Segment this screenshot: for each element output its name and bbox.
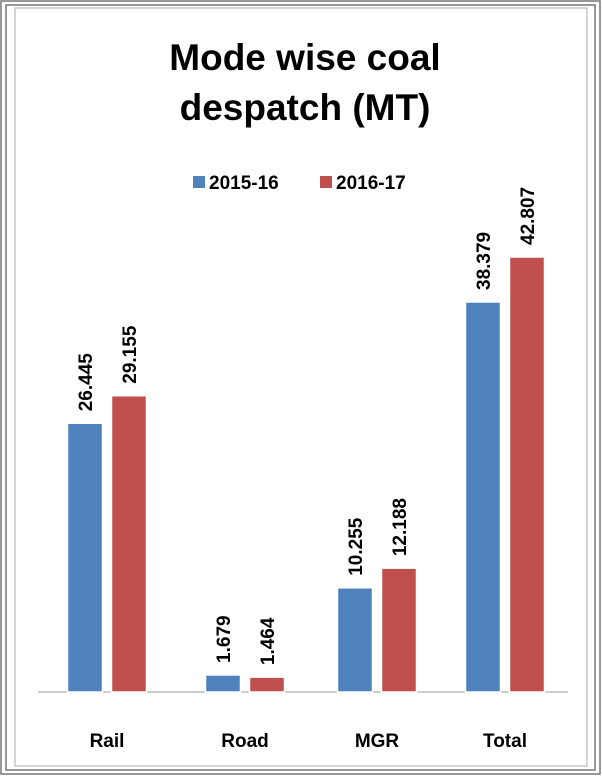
data-label: 1.464 bbox=[258, 617, 279, 665]
legend-swatch bbox=[193, 176, 205, 188]
data-label: 42.807 bbox=[518, 187, 539, 245]
data-label: 12.188 bbox=[390, 498, 411, 556]
legend-swatch bbox=[320, 176, 332, 188]
data-label: 1.679 bbox=[214, 615, 235, 663]
frame-inner bbox=[5, 4, 596, 771]
bar bbox=[248, 676, 286, 693]
data-label: 26.445 bbox=[76, 353, 97, 412]
x-tick-label: Total bbox=[483, 731, 527, 752]
data-label: 10.255 bbox=[346, 517, 367, 576]
data-label: 29.155 bbox=[120, 325, 141, 384]
bar bbox=[110, 394, 148, 693]
chart-area bbox=[14, 7, 588, 767]
x-tick-label: Road bbox=[221, 731, 269, 752]
bar bbox=[204, 674, 242, 693]
bar bbox=[380, 567, 418, 693]
chart-title: despatch (MT) bbox=[180, 87, 431, 128]
bar bbox=[508, 256, 546, 693]
x-tick-label: MGR bbox=[355, 731, 400, 752]
bar bbox=[66, 422, 104, 693]
data-label: 38.379 bbox=[474, 232, 495, 290]
chart-title: Mode wise coal bbox=[169, 37, 440, 78]
legend-label: 2015-16 bbox=[209, 173, 279, 194]
bar bbox=[464, 301, 502, 693]
x-tick-label: Rail bbox=[90, 731, 125, 752]
legend-label: 2016-17 bbox=[336, 173, 406, 194]
bar bbox=[336, 587, 374, 693]
